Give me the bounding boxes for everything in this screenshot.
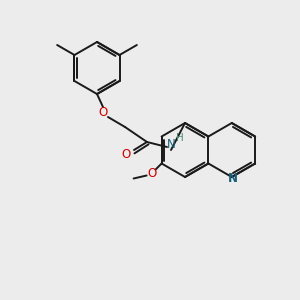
Text: O: O bbox=[98, 106, 108, 118]
Text: O: O bbox=[122, 148, 130, 160]
Text: O: O bbox=[147, 167, 156, 180]
Text: N: N bbox=[167, 137, 176, 151]
Text: N: N bbox=[228, 172, 238, 185]
Text: H: H bbox=[176, 133, 184, 143]
